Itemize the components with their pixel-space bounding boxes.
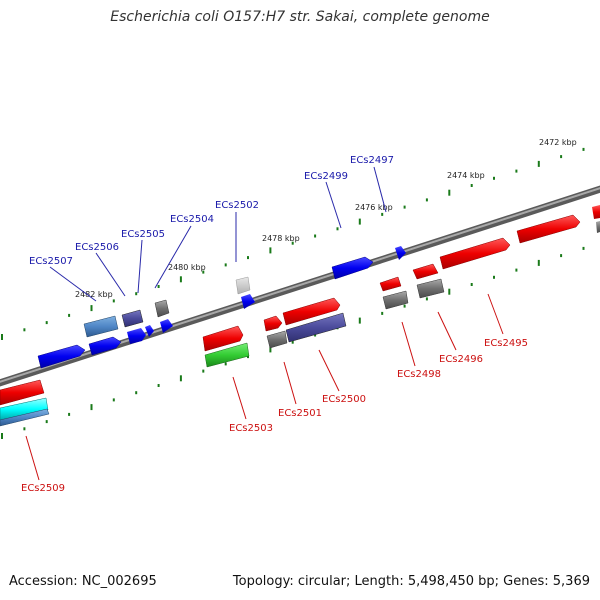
gene-ECs2503-red[interactable] xyxy=(202,325,244,352)
callout-ECs2506 xyxy=(95,252,126,297)
label-ECs2504[interactable]: ECs2504 xyxy=(170,214,214,225)
gene-ECs2496-upper[interactable] xyxy=(439,237,511,270)
callout-ECs2505 xyxy=(137,239,143,294)
tick-label-2480: 2480 kbp xyxy=(168,263,206,272)
label-ECs2501[interactable]: ECs2501 xyxy=(278,408,322,419)
gene-small-red-1[interactable] xyxy=(412,263,439,280)
callout-ECs2499 xyxy=(325,181,342,229)
gene-ECs2504-gray[interactable] xyxy=(154,299,170,318)
gene-ECs2505-slate[interactable] xyxy=(121,309,144,328)
tick-label-2478: 2478 kbp xyxy=(262,234,300,243)
gene-ECs2504[interactable] xyxy=(160,319,173,333)
callout-ECs2507 xyxy=(49,266,97,302)
gene-ECs2509[interactable] xyxy=(0,408,50,427)
gene-edge-right-red[interactable] xyxy=(592,205,600,219)
forward-callouts xyxy=(49,166,387,302)
label-ECs2506[interactable]: ECs2506 xyxy=(75,242,119,253)
gene-ECs2496[interactable] xyxy=(416,278,445,299)
callout-ECs2496 xyxy=(437,311,457,351)
gene-ECs2502[interactable] xyxy=(241,294,255,309)
tick-label-2482: 2482 kbp xyxy=(75,290,113,299)
callout-ECs2495 xyxy=(487,293,504,335)
label-ECs2505[interactable]: ECs2505 xyxy=(121,229,165,240)
label-ECs2503[interactable]: ECs2503 xyxy=(229,423,273,434)
tick-label-2476: 2476 kbp xyxy=(355,203,393,212)
label-ECs2497[interactable]: ECs2497 xyxy=(350,155,394,166)
gene-ECs2500-red[interactable] xyxy=(282,297,341,326)
accession-text: Accession: NC_002695 xyxy=(9,574,157,589)
reverse-callouts xyxy=(25,293,504,481)
label-ECs2500[interactable]: ECs2500 xyxy=(322,394,366,405)
label-ECs2495[interactable]: ECs2495 xyxy=(484,338,528,349)
tick-label-2472: 2472 kbp xyxy=(539,138,577,147)
gene-ECs2500[interactable] xyxy=(285,312,347,343)
gene-ECs2509-red[interactable] xyxy=(0,379,45,406)
gene-ECs2506[interactable] xyxy=(88,336,122,356)
label-ECs2498[interactable]: ECs2498 xyxy=(397,369,441,380)
label-ECs2496[interactable]: ECs2496 xyxy=(439,354,483,365)
gene-ECs2503[interactable] xyxy=(204,342,250,368)
gene-ECs2497[interactable] xyxy=(395,246,406,260)
genome-summary-text: Topology: circular; Length: 5,498,450 bp… xyxy=(232,574,590,589)
tick-label-2474: 2474 kbp xyxy=(447,171,485,180)
gene-ECs2498[interactable] xyxy=(382,290,409,310)
callout-ECs2501 xyxy=(283,361,297,405)
gene-ECs2507[interactable] xyxy=(37,344,86,369)
label-ECs2499[interactable]: ECs2499 xyxy=(304,171,348,182)
callout-ECs2504 xyxy=(154,225,192,289)
gene-ECs2506-steel[interactable] xyxy=(83,315,119,338)
gene-ECs2505-small[interactable] xyxy=(145,325,154,337)
callout-ECs2509 xyxy=(25,435,40,481)
gene-ECs2505[interactable] xyxy=(127,328,146,344)
callout-ECs2500 xyxy=(318,349,340,392)
map-title: Escherichia coli O157:H7 str. Sakai, com… xyxy=(110,9,490,25)
gene-ECs2498-red[interactable] xyxy=(379,276,402,292)
gene-ECs2495[interactable] xyxy=(516,214,581,244)
gene-ECs2499[interactable] xyxy=(331,256,374,280)
gene-ECs2501-red[interactable] xyxy=(263,315,283,332)
label-ECs2502[interactable]: ECs2502 xyxy=(215,200,259,211)
callout-ECs2503 xyxy=(232,376,247,420)
label-ECs2507[interactable]: ECs2507 xyxy=(29,256,73,267)
callout-ECs2497 xyxy=(373,166,387,213)
callout-ECs2498 xyxy=(401,321,416,367)
gene-edge-right-gray[interactable] xyxy=(596,221,600,233)
gene-ECs2509-cyan[interactable] xyxy=(0,397,49,421)
gene-ECs2501[interactable] xyxy=(266,330,288,349)
label-ECs2509[interactable]: ECs2509 xyxy=(21,483,65,494)
gene-ECs2502-light[interactable] xyxy=(235,276,251,295)
tick-scale-forward xyxy=(1,147,585,340)
